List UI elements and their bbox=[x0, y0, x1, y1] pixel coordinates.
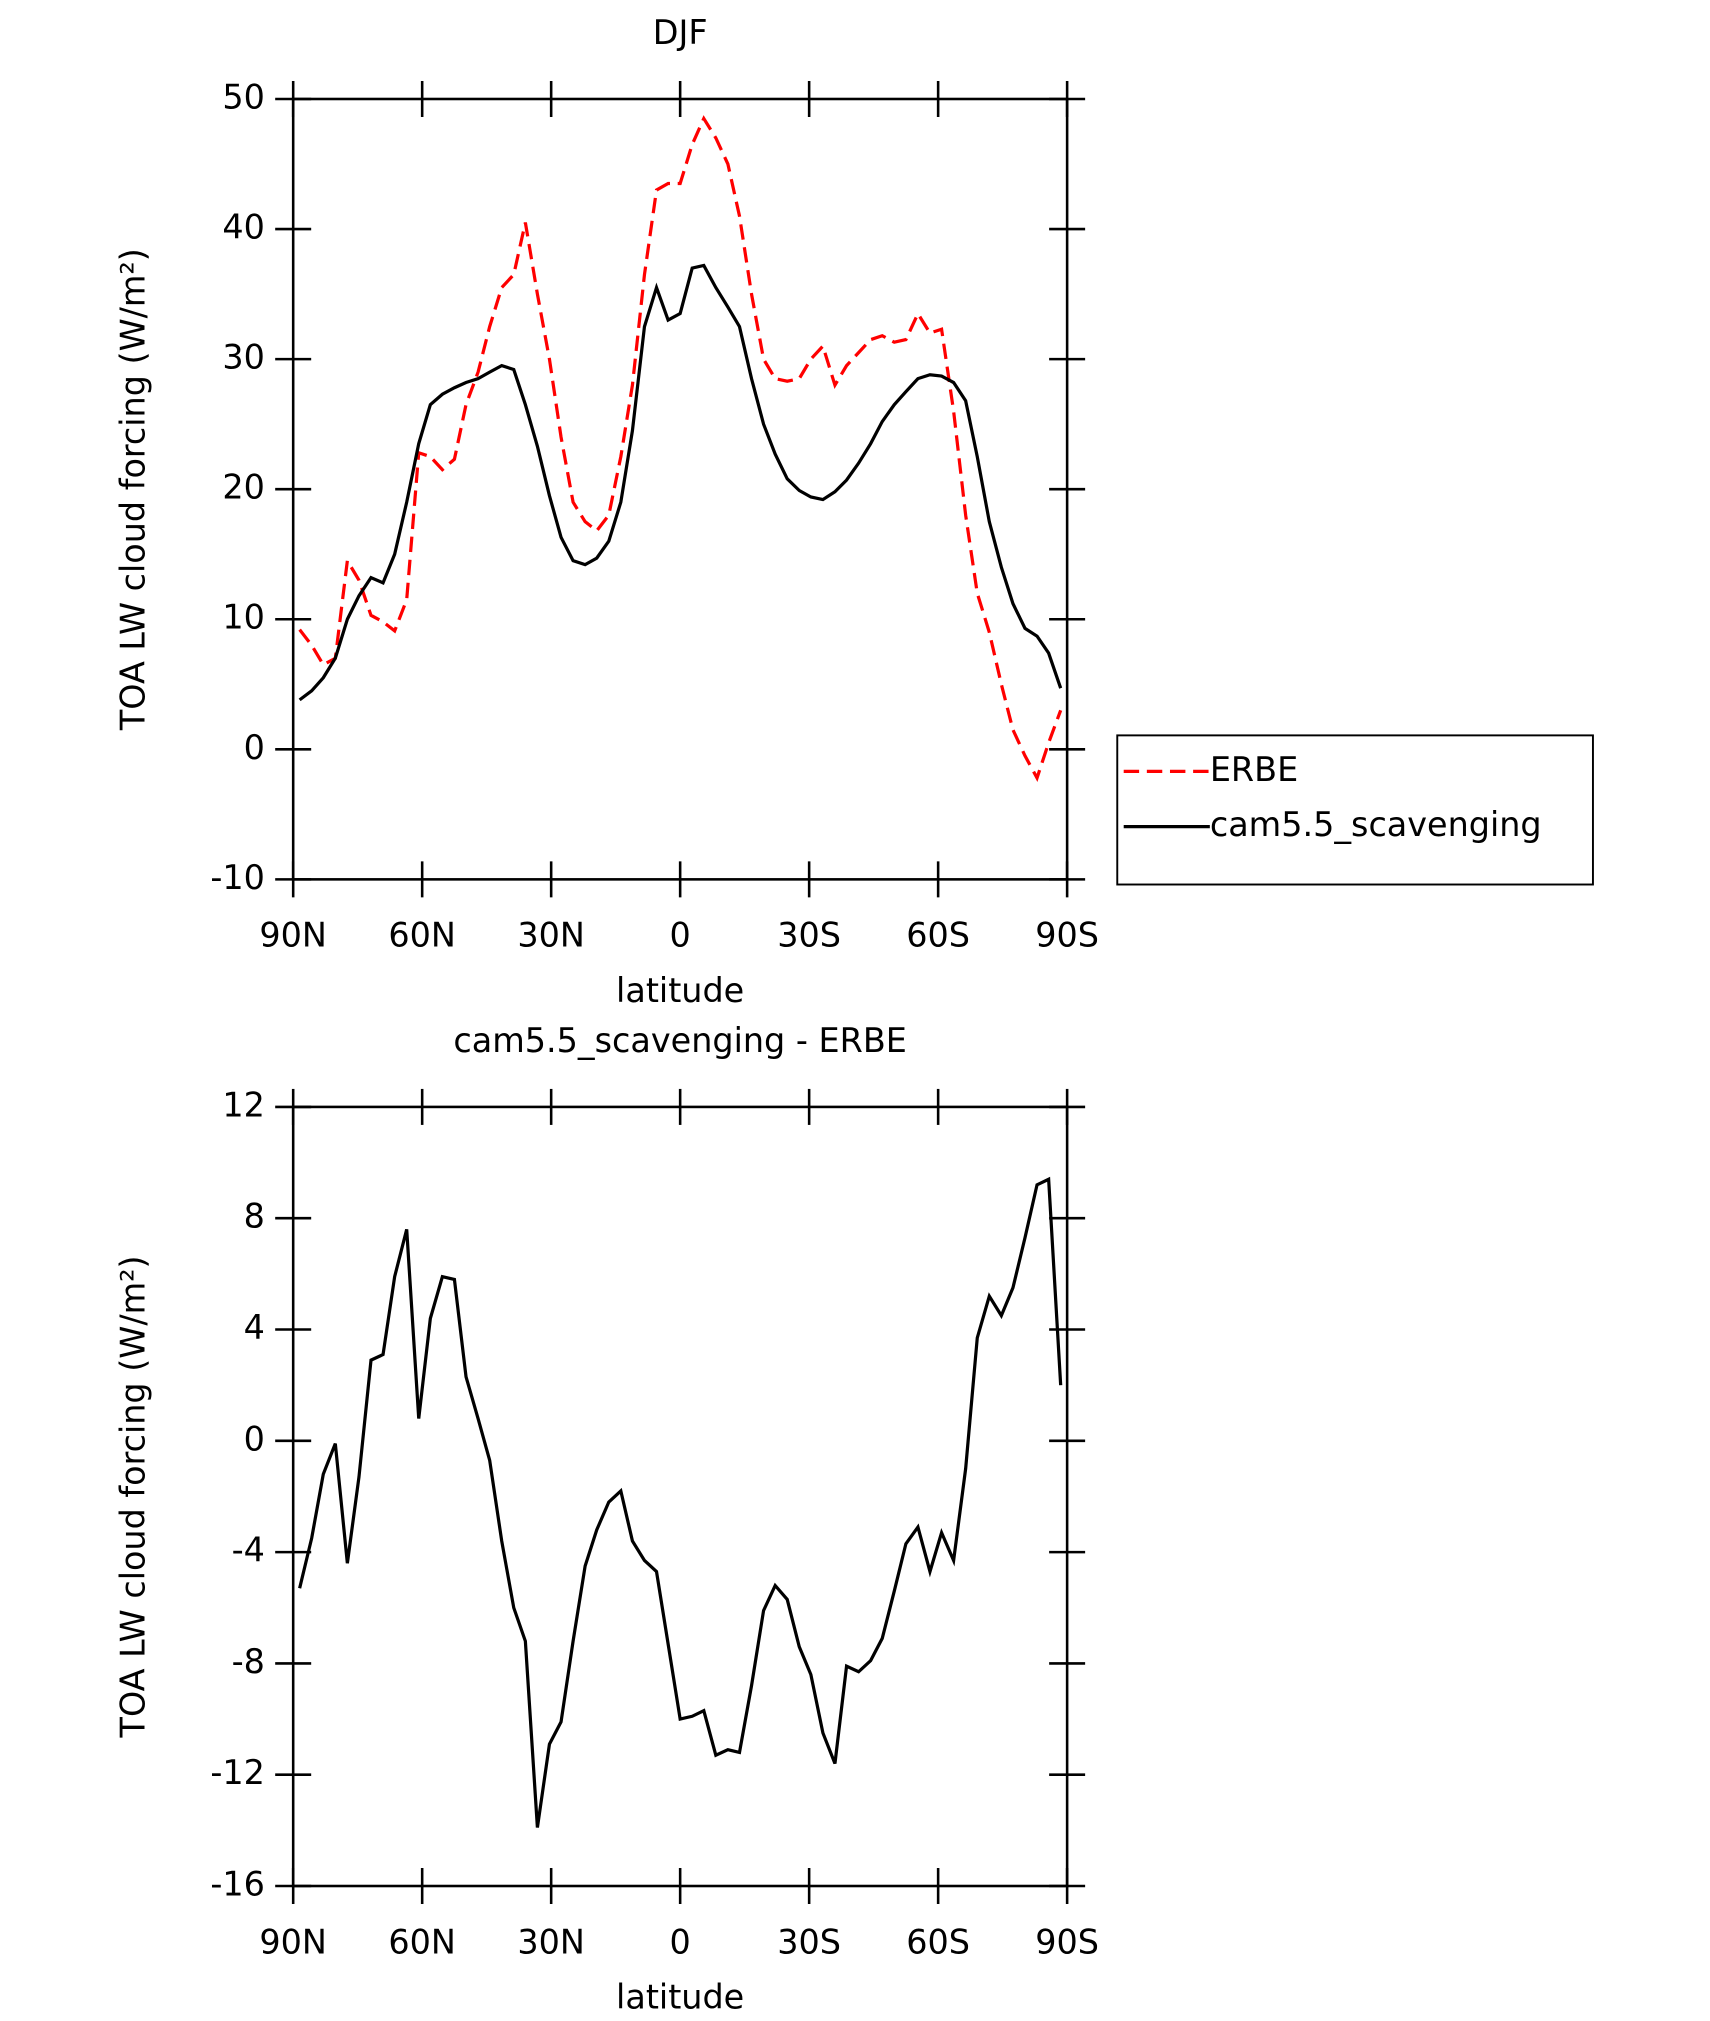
x-tick-label: 0 bbox=[670, 916, 691, 955]
x-tick-label: 30S bbox=[777, 1922, 841, 1961]
x-tick-label: 60N bbox=[388, 1922, 456, 1961]
y-tick-label: 8 bbox=[244, 1197, 265, 1236]
data-line bbox=[298, 1176, 1063, 1828]
chart-title: DJF bbox=[653, 13, 708, 52]
plot-frame bbox=[291, 97, 1069, 881]
y-tick-label: 30 bbox=[222, 338, 265, 377]
y-tick-label: 0 bbox=[244, 728, 265, 767]
x-tick-label: 90N bbox=[259, 1922, 327, 1961]
y-tick-label: 4 bbox=[244, 1308, 265, 1347]
y-tick-label: 0 bbox=[244, 1419, 265, 1458]
y-tick-label: 20 bbox=[222, 468, 265, 507]
x-axis-label: latitude bbox=[616, 1978, 744, 2017]
y-tick-label: -12 bbox=[210, 1753, 265, 1792]
x-tick-label: 90S bbox=[1035, 1922, 1099, 1961]
y-tick-label: 12 bbox=[222, 1085, 265, 1124]
plot-frame bbox=[291, 1105, 1069, 1888]
y-tick-label: -8 bbox=[232, 1642, 265, 1681]
data-line bbox=[298, 115, 1063, 782]
chart-title: cam5.5_scavenging - ERBE bbox=[453, 1021, 906, 1060]
x-tick-label: 30S bbox=[777, 916, 841, 955]
y-tick-label: -16 bbox=[210, 1865, 265, 1904]
x-tick-label: 0 bbox=[670, 1922, 691, 1961]
x-tick-label: 90N bbox=[259, 916, 327, 955]
y-tick-label: 10 bbox=[222, 598, 265, 637]
y-tick-label: -4 bbox=[232, 1531, 265, 1570]
data-line bbox=[298, 263, 1063, 702]
legend-label: ERBE bbox=[1210, 750, 1298, 789]
y-tick-label: 40 bbox=[222, 208, 265, 247]
x-axis-label: latitude bbox=[616, 971, 744, 1010]
y-axis-label: TOA LW cloud forcing (W/m²) bbox=[114, 248, 153, 731]
x-tick-label: 60N bbox=[388, 916, 456, 955]
x-tick-label: 30N bbox=[517, 916, 585, 955]
y-tick-label: 50 bbox=[222, 77, 265, 116]
x-tick-label: 60S bbox=[906, 916, 970, 955]
legend-box bbox=[1116, 734, 1594, 886]
legend-label: cam5.5_scavenging bbox=[1210, 805, 1542, 844]
x-tick-label: 90S bbox=[1035, 916, 1099, 955]
y-tick-label: -10 bbox=[210, 858, 265, 897]
x-tick-label: 30N bbox=[517, 1922, 585, 1961]
x-tick-label: 60S bbox=[906, 1922, 970, 1961]
y-axis-label: TOA LW cloud forcing (W/m²) bbox=[114, 1255, 153, 1738]
